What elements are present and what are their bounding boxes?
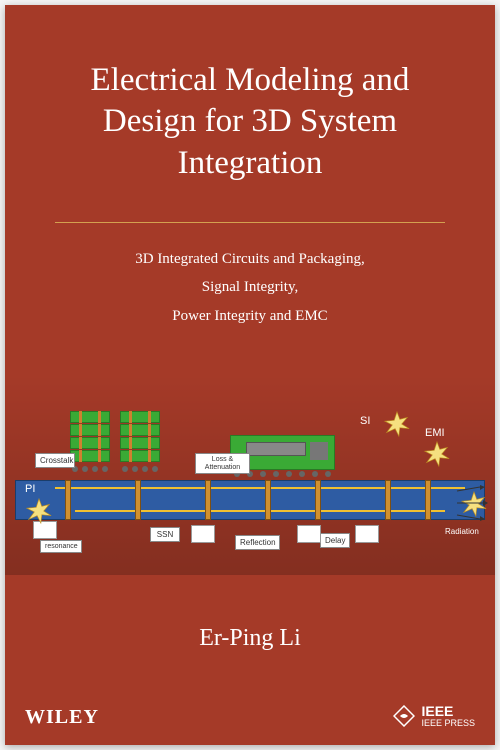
chip-stack <box>120 410 160 462</box>
waveform-icon <box>297 525 321 543</box>
waveform-icon <box>191 525 215 543</box>
chip-stack <box>70 410 110 462</box>
ieee-press-text: IEEE PRESS <box>421 719 475 729</box>
starburst-icon <box>25 497 53 525</box>
publisher-footer: WILEY IEEE IEEE PRESS <box>25 704 475 729</box>
via <box>385 480 391 520</box>
ieee-logo: IEEE IEEE PRESS <box>393 704 475 729</box>
via <box>315 480 321 520</box>
book-title: Electrical Modeling and Design for 3D Sy… <box>55 60 445 184</box>
subtitle-line-3: Power Integrity and EMC <box>65 302 435 331</box>
wiley-logo: WILEY <box>25 706 99 729</box>
callout-ssn: SSN <box>150 527 180 542</box>
title-block: Electrical Modeling and Design for 3D Sy… <box>5 5 495 204</box>
callout-reflection: Reflection <box>235 535 280 550</box>
ieee-diamond-icon <box>393 705 415 727</box>
book-cover: Electrical Modeling and Design for 3D Sy… <box>5 5 495 745</box>
radiation-arrows-icon <box>455 483 490 523</box>
callout-delay: Delay <box>320 533 350 548</box>
author-name: Er-Ping Li <box>5 625 495 652</box>
label-si: SI <box>360 415 370 427</box>
via <box>205 480 211 520</box>
callout-resonance: resonance <box>40 540 82 553</box>
callout-loss: Loss & Attenuation <box>195 453 250 474</box>
callout-crosstalk: Crosstalk <box>35 453 75 468</box>
label-emi: EMI <box>425 427 445 439</box>
subtitle-block: 3D Integrated Circuits and Packaging, Si… <box>5 245 495 331</box>
label-pi: PI <box>25 483 35 495</box>
via <box>135 480 141 520</box>
via <box>265 480 271 520</box>
ieee-text: IEEE <box>421 704 475 719</box>
label-radiation: Radiation <box>445 527 479 536</box>
starburst-icon <box>383 410 411 438</box>
technical-diagram: Crosstalk Loss & Attenuation SSN Reflect… <box>5 375 495 575</box>
via <box>65 480 71 520</box>
via <box>425 480 431 520</box>
subtitle-line-1: 3D Integrated Circuits and Packaging, <box>65 245 435 274</box>
subtitle-line-2: Signal Integrity, <box>65 273 435 302</box>
signal-trace <box>55 487 465 489</box>
title-divider <box>55 222 445 223</box>
waveform-icon <box>355 525 379 543</box>
substrate-board <box>15 480 485 520</box>
starburst-icon <box>423 440 451 468</box>
